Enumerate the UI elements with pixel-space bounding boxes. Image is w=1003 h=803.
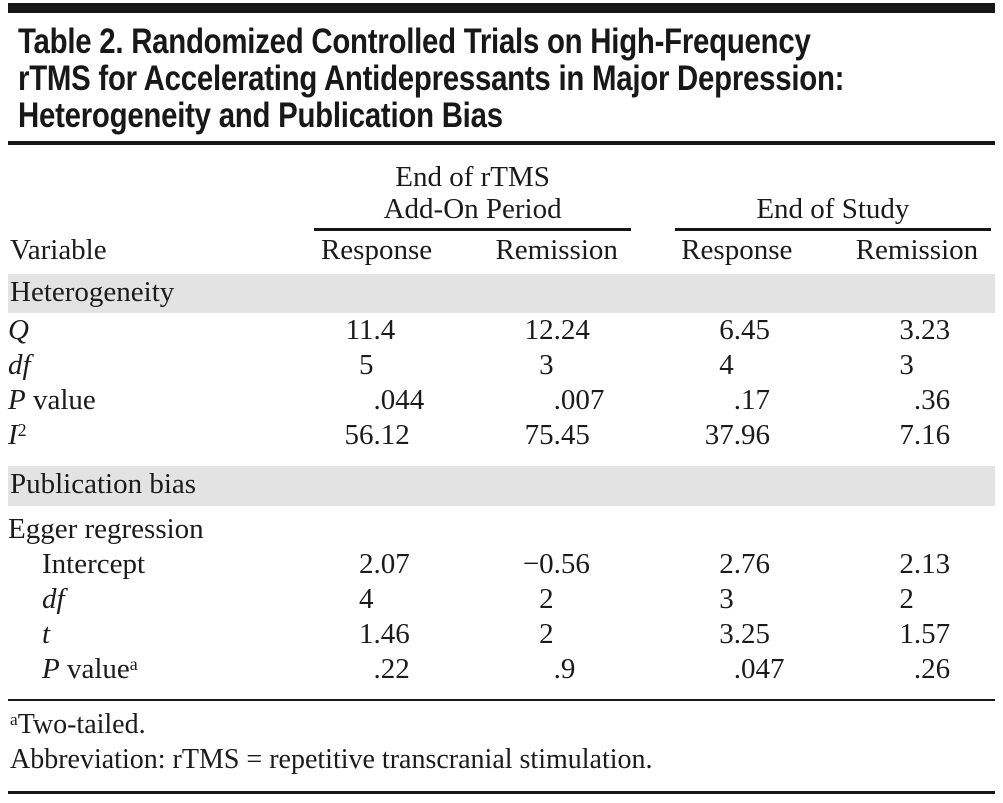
variable-column-header: Variable <box>8 231 275 274</box>
table-row: P valuea .22 .9 .047 .26 <box>8 652 995 687</box>
value-cell: 4 <box>359 583 374 615</box>
value-cell: .36 <box>913 384 951 416</box>
table-row: P value .044 .007 .17 .36 <box>8 383 995 418</box>
table-row: Q 11.4 12.24 6.45 3.23 <box>8 313 995 348</box>
value-cell: 2.07 <box>359 548 410 580</box>
value-cell: 3.25 <box>719 618 771 650</box>
title-line: rTMS for Accelerating Antidepressants in… <box>18 59 845 98</box>
col-group-add-on-label: End of rTMS Add-On Period <box>314 161 631 231</box>
value-cell: 3 <box>539 349 554 381</box>
value-cell: .22 <box>373 653 410 685</box>
table-row: Intercept 2.07 −0.56 2.76 2.13 <box>8 547 995 582</box>
row-label: Q <box>8 314 29 346</box>
response-column-header: Response <box>274 231 455 274</box>
top-rule <box>8 3 995 13</box>
group-label-line: End of rTMS <box>395 161 550 193</box>
row-label: Egger regression <box>8 513 204 545</box>
table-row: df 5 3 4 3 <box>8 348 995 383</box>
footnote: Abbreviation: rTMS = repetitive transcra… <box>10 744 653 775</box>
row-label: t <box>42 618 51 650</box>
value-cell: 37.96 <box>704 419 771 451</box>
value-cell <box>635 509 815 548</box>
title-rule <box>8 141 995 145</box>
value-cell: 1.57 <box>899 618 951 650</box>
col-group-end-of-study: End of Study <box>635 145 995 231</box>
value-cell: .26 <box>913 653 951 685</box>
spanner-spacer <box>8 145 274 231</box>
column-header-row: Variable Response Remission Response Rem… <box>8 231 995 274</box>
value-cell: 12.24 <box>524 314 590 346</box>
footnote-rule <box>8 699 995 701</box>
title-line: Table 2. Randomized Controlled Trials on… <box>18 22 811 61</box>
row-label: df <box>8 349 31 381</box>
footnote: aTwo-tailed. <box>10 709 146 740</box>
section-header: Heterogeneity <box>8 272 995 313</box>
value-cell: 3.23 <box>899 314 951 346</box>
bottom-rule <box>8 791 995 794</box>
value-cell: 11.4 <box>345 314 396 346</box>
row-label: P value <box>8 384 96 416</box>
section-header-row: Heterogeneity <box>8 272 995 313</box>
value-cell <box>815 509 995 548</box>
value-cell: 4 <box>719 349 734 381</box>
value-cell: 2.76 <box>719 548 771 580</box>
value-cell: 1.46 <box>359 618 410 650</box>
row-label: I2 <box>8 419 27 451</box>
title-line: Heterogeneity and Publication Bias <box>18 96 503 135</box>
value-cell: .9 <box>553 653 576 685</box>
footnotes: aTwo-tailed. Abbreviation: rTMS = repetit… <box>10 707 995 777</box>
group-label-line: Add-On Period <box>383 193 562 225</box>
value-cell: 2.13 <box>899 548 951 580</box>
response-column-header: Response <box>634 231 815 274</box>
value-cell: .17 <box>733 384 771 416</box>
value-cell: .044 <box>373 384 425 416</box>
value-cell <box>455 509 635 548</box>
value-cell: −0.56 <box>522 548 590 580</box>
column-group-row: End of rTMS Add-On Period End of Study <box>8 145 995 231</box>
table-row: Egger regression <box>8 509 995 548</box>
value-cell: 75.45 <box>524 419 590 451</box>
value-cell: 5 <box>359 349 374 381</box>
stats-table: End of rTMS Add-On Period End of Study V… <box>8 145 995 687</box>
table-row: I2 56.12 75.45 37.96 7.16 <box>8 418 995 460</box>
value-cell: .007 <box>553 384 605 416</box>
row-label: P valuea <box>42 653 138 685</box>
table-row: df 4 2 3 2 <box>8 582 995 617</box>
value-cell: 56.12 <box>344 419 410 451</box>
row-label: df <box>42 583 65 615</box>
value-cell: .047 <box>733 653 785 685</box>
remission-column-header: Remission <box>814 231 995 274</box>
section-header-row: Publication bias <box>8 460 995 509</box>
value-cell: 2 <box>539 583 554 615</box>
value-cell: 2 <box>539 618 554 650</box>
row-label: Intercept <box>42 548 146 580</box>
value-cell: 3 <box>899 349 914 381</box>
table-title: Table 2. Randomized Controlled Trials on… <box>18 22 845 135</box>
col-group-add-on-period: End of rTMS Add-On Period <box>274 145 634 231</box>
value-cell <box>274 509 454 548</box>
remission-column-header: Remission <box>454 231 635 274</box>
table-row: t 1.46 2 3.25 1.57 <box>8 617 995 652</box>
col-group-end-of-study-label: End of Study <box>674 193 991 231</box>
value-cell: 3 <box>719 583 734 615</box>
group-label-line: End of Study <box>756 193 910 225</box>
value-cell: 2 <box>899 583 914 615</box>
section-header: Publication bias <box>8 460 995 509</box>
value-cell: 7.16 <box>899 419 951 451</box>
value-cell: 6.45 <box>719 314 771 346</box>
